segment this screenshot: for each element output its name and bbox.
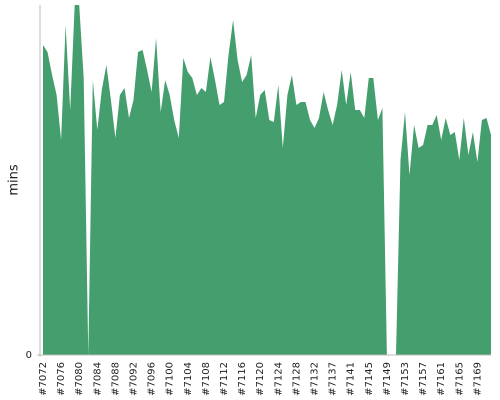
x-tick-label: #7141 [346, 362, 357, 396]
x-tick-label: #7128 [291, 362, 302, 396]
area [43, 5, 491, 355]
y-tick-label: 0 [26, 350, 32, 361]
x-tick-label: #7112 [219, 362, 230, 396]
x-tick-label: #7080 [74, 362, 85, 396]
x-tick-label: #7149 [382, 362, 393, 396]
y-axis-label: mins [7, 164, 22, 196]
x-tick-label: #7104 [183, 362, 194, 396]
x-tick-label: #7116 [237, 362, 248, 396]
x-tick-label: #7165 [454, 362, 465, 396]
x-tick-label: #7137 [328, 362, 339, 396]
x-tick-label: #7092 [129, 362, 140, 396]
x-tick-label: #7084 [92, 362, 103, 396]
x-tick-label: #7108 [201, 362, 212, 396]
x-tick-label: #7145 [364, 362, 375, 396]
x-tick-label: #7157 [418, 362, 429, 396]
x-tick-label: #7100 [165, 362, 176, 396]
x-tick-label: #7088 [110, 362, 121, 396]
x-tick-label: #7072 [38, 362, 49, 396]
x-tick-label: #7169 [472, 362, 483, 396]
x-tick-label: #7153 [400, 362, 411, 396]
x-tick-label: #7124 [273, 362, 284, 396]
x-tick-label: #7161 [436, 362, 447, 396]
x-tick-label: #7076 [56, 362, 67, 396]
x-tick-label: #7096 [147, 362, 158, 396]
x-tick-label: #7120 [255, 362, 266, 396]
x-tick-label: #7132 [310, 362, 321, 396]
